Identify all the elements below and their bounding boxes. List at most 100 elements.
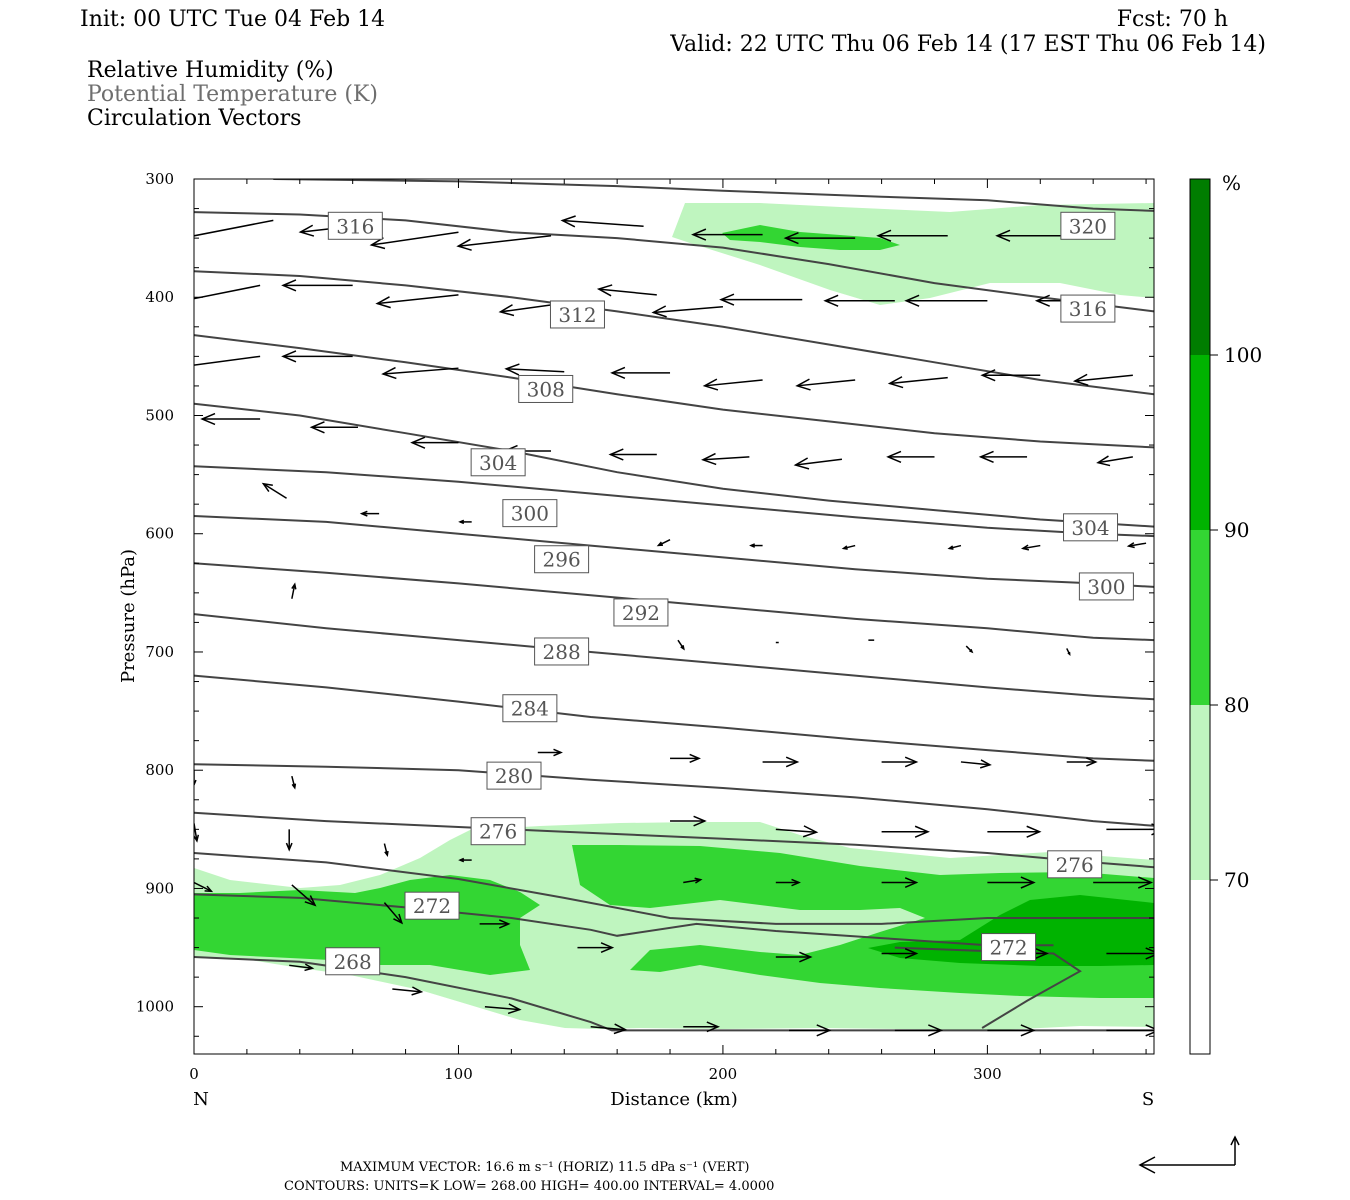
wind-vector — [960, 759, 992, 769]
theta-contour-line — [194, 893, 1054, 947]
wind-vector — [504, 363, 565, 376]
y-tick-label: 1000 — [136, 998, 174, 1016]
wind-vector — [995, 229, 1067, 242]
wind-vector — [608, 448, 657, 461]
wind-vector — [1106, 823, 1154, 836]
wind-vector — [309, 421, 358, 434]
reference-vector-icon — [1138, 1135, 1240, 1174]
wind-vector — [795, 378, 856, 391]
wind-vector — [702, 378, 763, 391]
theta-contour-line — [194, 674, 1154, 762]
theta-contour-labels: 268 272 272 276 276 280 284 288 292 296 300 300 304 3… — [325, 211, 1134, 976]
theta-contour-label: 280 — [495, 764, 533, 788]
wind-vector — [1072, 373, 1133, 386]
wind-vector — [537, 748, 563, 757]
theta-contour-label: 272 — [989, 936, 1027, 960]
theta-label-box — [1078, 572, 1134, 601]
x-axis: 0 100 200 300 — [189, 179, 1147, 1083]
wind-vector — [749, 543, 763, 548]
y-tick-label: 400 — [145, 288, 174, 306]
wind-vector — [1106, 1024, 1154, 1037]
theta-label-box — [549, 300, 605, 329]
theta-contour-line — [194, 270, 1154, 396]
wind-vector — [841, 544, 856, 550]
wind-vector — [1096, 455, 1133, 467]
wind-vector — [881, 948, 919, 959]
rh-region-saturated — [868, 895, 1154, 966]
theta-label-box — [518, 374, 574, 403]
theta-contour-label: 316 — [336, 214, 374, 238]
y-tick-label: 500 — [145, 406, 174, 424]
theta-contour-label: 300 — [511, 502, 549, 526]
x-axis-north-label: N — [193, 1089, 209, 1110]
colorbar-segment-80-90 — [1190, 530, 1210, 705]
wind-vector — [719, 293, 803, 306]
contour-info-caption: CONTOURS: UNITS=K LOW= 268.00 HIGH= 400.… — [284, 1179, 774, 1194]
y-tick-label: 700 — [145, 643, 174, 661]
wind-vector — [458, 519, 472, 525]
wind-vector — [410, 436, 459, 449]
wind-vector — [677, 639, 685, 651]
theta-contour-line — [194, 613, 1154, 701]
wind-vector — [194, 770, 197, 787]
wind-vector — [291, 884, 317, 907]
wind-vector — [980, 369, 1041, 382]
legend-theta-label: Potential Temperature (K) — [87, 82, 378, 107]
wind-vector — [383, 843, 389, 857]
theta-contour-line — [273, 179, 1154, 212]
theta-contour-label: 276 — [479, 820, 517, 844]
wind-vector — [775, 878, 801, 887]
wind-vector — [651, 305, 723, 318]
theta-contour-label: 292 — [622, 601, 660, 625]
wind-vector — [194, 219, 274, 237]
wind-vector — [484, 1003, 522, 1015]
theta-contour-label: 304 — [479, 451, 517, 475]
wind-vector — [823, 294, 895, 307]
wind-vector — [965, 645, 974, 654]
wind-vector — [289, 963, 315, 972]
colorbar-label-70: 70 — [1224, 868, 1249, 892]
colorbar-segment-90-100 — [1190, 355, 1210, 530]
wind-vector — [590, 1023, 628, 1035]
theta-contour-line — [194, 402, 1154, 528]
forecast-hour-label: Fcst: 70 h — [1117, 7, 1228, 32]
wind-vector — [904, 294, 988, 307]
legend-vectors-label: Circulation Vectors — [87, 106, 301, 131]
wind-vector — [577, 942, 615, 954]
theta-label-box — [502, 694, 558, 723]
rh-region-upper — [672, 203, 1154, 305]
wind-vector — [701, 452, 750, 466]
wind-vector — [947, 544, 962, 550]
theta-label-box — [1047, 850, 1103, 879]
colorbar-label-90: 90 — [1224, 518, 1249, 542]
wind-vector — [383, 902, 404, 925]
theta-label-box — [1060, 211, 1116, 240]
wind-vector — [762, 756, 800, 768]
theta-contour-line — [194, 562, 1154, 642]
wind-vector — [670, 753, 701, 764]
init-time-label: Init: 00 UTC Tue 04 Feb 14 — [80, 7, 385, 32]
wind-vector — [375, 294, 459, 309]
colorbar-label-80: 80 — [1224, 693, 1249, 717]
theta-label-box — [470, 448, 526, 477]
wind-vector — [359, 510, 380, 517]
colorbar-unit-label: % — [1222, 171, 1241, 195]
y-axis: 300 400 500 600 700 800 900 1000 — [136, 170, 1154, 1037]
x-axis-south-label: S — [1142, 1089, 1154, 1110]
wind-vector — [1106, 947, 1154, 960]
theta-label-box — [404, 891, 460, 920]
y-tick-label: 800 — [145, 761, 174, 779]
wind-vector — [887, 376, 948, 389]
colorbar-frame — [1189, 178, 1211, 1055]
wind-vector — [670, 815, 707, 827]
theta-label-box — [327, 211, 383, 240]
theta-label-box — [534, 637, 590, 666]
wind-vector — [987, 1024, 1036, 1037]
wind-vector — [479, 919, 511, 929]
theta-contour-label: 316 — [1069, 297, 1107, 321]
theta-label-box — [1063, 513, 1119, 542]
wind-vector — [656, 538, 671, 547]
theta-label-box — [1060, 294, 1116, 323]
wind-vector — [881, 825, 930, 838]
theta-contour-label: 320 — [1069, 214, 1107, 238]
